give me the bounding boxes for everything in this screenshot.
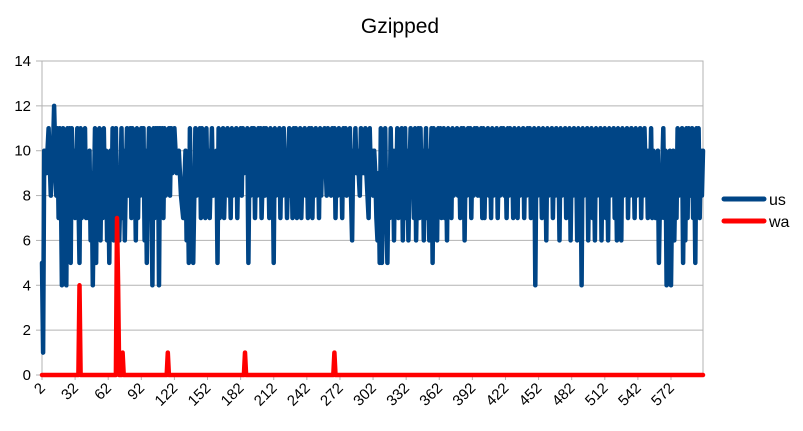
legend-label-wa: wa (768, 214, 790, 231)
x-tick-label: 332 (383, 380, 413, 410)
series-line-us (39, 103, 706, 355)
x-tick-label: 122 (152, 380, 182, 410)
x-tick-label: 302 (350, 380, 380, 410)
y-tick-label: 14 (14, 53, 31, 70)
x-tick-label: 512 (582, 380, 612, 410)
series-line-wa (39, 215, 706, 378)
x-tick-label: 212 (251, 380, 281, 410)
x-tick-label: 182 (218, 380, 248, 410)
x-tick-label: 452 (516, 380, 546, 410)
x-tick-label: 242 (284, 380, 314, 410)
y-tick-label: 4 (23, 277, 31, 294)
y-tick-label: 2 (23, 322, 31, 339)
x-tick-label: 62 (91, 380, 115, 404)
x-tick-label: 152 (185, 380, 215, 410)
legend: us wa (721, 192, 790, 231)
x-tick-label: 32 (58, 380, 82, 404)
y-tick-label: 12 (14, 98, 31, 115)
x-tick-label: 572 (648, 380, 678, 410)
legend-label-us: us (769, 192, 786, 209)
y-tick-label: 10 (14, 143, 31, 160)
x-tick-label: 422 (483, 380, 513, 410)
x-tick-label: 2 (31, 380, 49, 398)
chart-title: Gzipped (361, 15, 439, 38)
y-axis: 0 2 4 6 8 10 12 14 (14, 53, 42, 384)
y-tick-label: 0 (23, 367, 31, 384)
y-tick-label: 6 (23, 232, 31, 249)
x-tick-label: 482 (549, 380, 579, 410)
x-tick-label: 272 (317, 380, 347, 410)
x-axis: 2 32 62 92 122 152 182 212 242 272 302 332 362 392 422… (31, 375, 678, 410)
y-tick-label: 8 (23, 188, 31, 205)
x-tick-label: 392 (449, 380, 479, 410)
x-tick-label: 362 (416, 380, 446, 410)
x-tick-label: 542 (615, 380, 645, 410)
series-lines (39, 103, 706, 378)
x-tick-label: 92 (124, 380, 148, 404)
